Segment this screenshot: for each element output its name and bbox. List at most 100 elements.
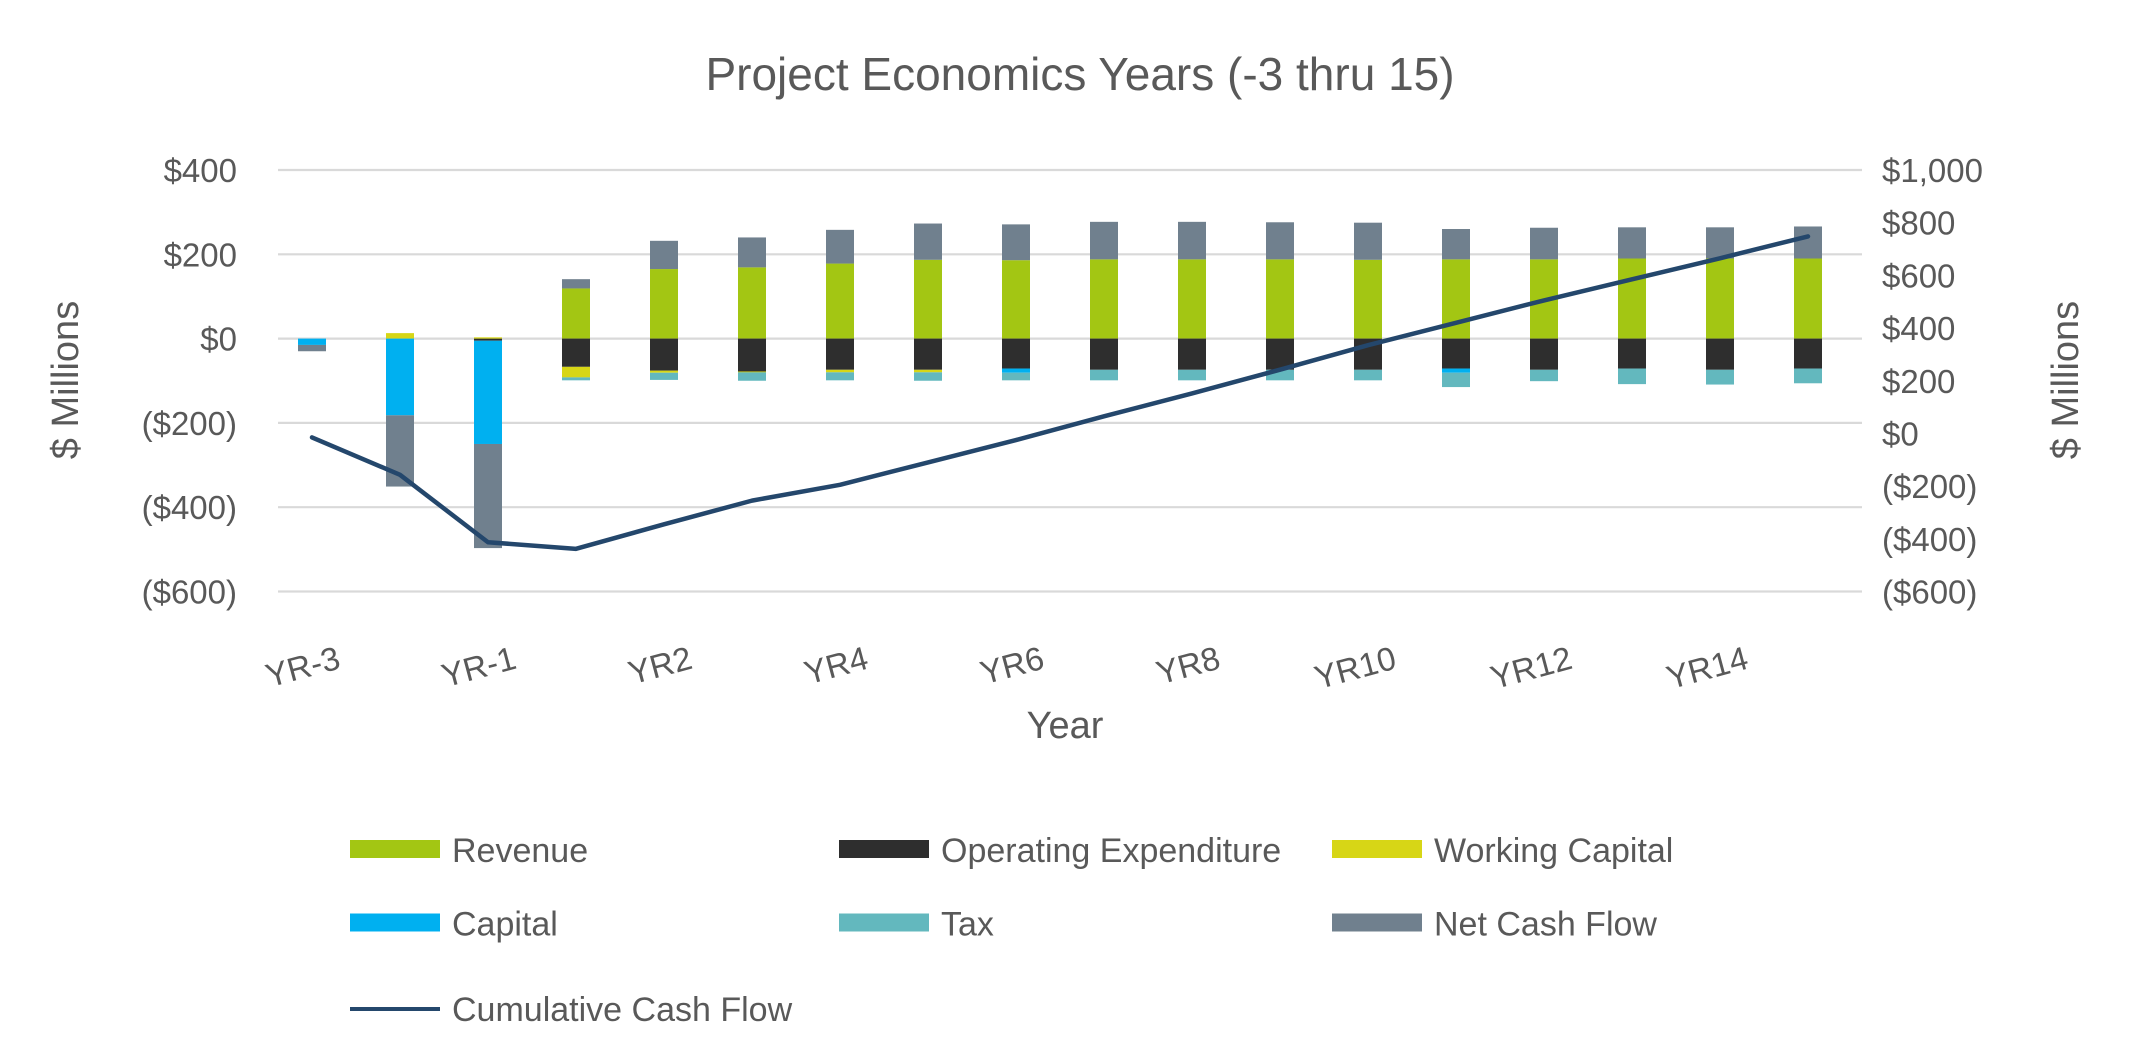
bar-segment-operating-expenditure — [650, 338, 678, 371]
bar-segment-net-cash-flow — [562, 279, 590, 289]
left-axis-tick-label: ($600) — [142, 574, 237, 611]
bar-segment-working-capital — [738, 371, 766, 373]
bar-segment-tax — [914, 372, 942, 381]
bar-segment-revenue — [1794, 258, 1822, 339]
bar-segment-operating-expenditure — [1706, 338, 1734, 370]
x-axis-tick-label: YR8 — [1152, 639, 1224, 691]
bar-segment-tax — [1794, 368, 1822, 384]
left-axis-title: $ Millions — [45, 301, 87, 459]
legend-swatch-working-capital — [1332, 840, 1422, 858]
right-axis-tick-label: $800 — [1882, 205, 1955, 242]
right-axis-tick-label: $600 — [1882, 257, 1955, 294]
x-axis-tick-label: YR4 — [800, 639, 872, 691]
bar-segment-revenue — [826, 263, 854, 339]
legend-swatch-tax — [839, 913, 929, 932]
right-axis-tick-label: $1,000 — [1882, 152, 1983, 189]
bar-segment-working-capital — [386, 333, 414, 339]
legend-label-revenue: Revenue — [452, 832, 588, 870]
bar-segment-revenue — [914, 259, 942, 339]
legend-label-capital: Capital — [452, 906, 558, 944]
bar-segment-working-capital — [914, 369, 942, 373]
chart-title: Project Economics Years (-3 thru 15) — [705, 48, 1454, 100]
left-axis-tick-label: $400 — [164, 152, 237, 189]
x-axis-tick-label: YR-3 — [262, 639, 344, 694]
bar-segment-net-cash-flow — [914, 223, 942, 260]
x-axis-tick-label: YR10 — [1310, 639, 1399, 696]
legend-label-tax: Tax — [941, 906, 994, 944]
bar-segment-operating-expenditure — [826, 338, 854, 370]
left-axis-tick-label: $200 — [164, 236, 237, 273]
bar-segment-revenue — [562, 288, 590, 339]
bar-segment-net-cash-flow — [1354, 222, 1382, 260]
bar-segment-operating-expenditure — [914, 338, 942, 370]
bar-segment-operating-expenditure — [1530, 338, 1558, 370]
bar-segment-revenue — [738, 267, 766, 339]
bar-segment-capital — [1002, 368, 1030, 373]
right-axis-tick-label: ($200) — [1882, 468, 1977, 505]
bar-segment-revenue — [1618, 258, 1646, 339]
bar-segment-tax — [1618, 368, 1646, 385]
bar-segment-revenue — [1354, 259, 1382, 339]
x-axis-tick-label: YR14 — [1662, 639, 1751, 696]
right-axis-tick-label: $0 — [1882, 415, 1919, 452]
legend-swatch-operating-expenditure — [839, 840, 929, 858]
bar-segment-operating-expenditure — [1090, 338, 1118, 370]
bar-segment-capital — [386, 338, 414, 416]
bar-segment-net-cash-flow — [1178, 221, 1206, 260]
bar-segment-operating-expenditure — [1266, 338, 1294, 370]
bar-segment-net-cash-flow — [826, 229, 854, 264]
bar-segment-working-capital — [650, 370, 678, 373]
bar-segment-tax — [1530, 369, 1558, 382]
bar-segment-operating-expenditure — [738, 338, 766, 372]
left-axis-tick-label: $0 — [200, 321, 237, 358]
bar-segment-tax — [1178, 369, 1206, 381]
x-axis-tick-label: YR2 — [624, 639, 696, 691]
cumulative-cash-flow-line — [309, 234, 1811, 552]
bar-segment-working-capital — [474, 337, 502, 339]
bar-segment-operating-expenditure — [1442, 338, 1470, 369]
bar-segment-net-cash-flow — [1002, 224, 1030, 261]
bar-segment-operating-expenditure — [474, 338, 502, 341]
bar-segment-tax — [1266, 369, 1294, 381]
legend-swatch-net-cash-flow — [1332, 913, 1422, 932]
right-axis-tick-label: ($400) — [1882, 521, 1977, 558]
bar-segment-revenue — [1178, 259, 1206, 339]
left-axis-tick-label: ($400) — [142, 489, 237, 526]
bar-segment-revenue — [1090, 259, 1118, 339]
left-axis-tick-label: ($200) — [142, 405, 237, 442]
bar-segment-net-cash-flow — [1706, 227, 1734, 259]
bar-segment-revenue — [650, 269, 678, 339]
bar-segment-tax — [738, 372, 766, 381]
bar-segment-net-cash-flow — [298, 344, 326, 352]
x-axis-tick-label: YR-1 — [438, 639, 520, 694]
right-axis-tick-label: $400 — [1882, 310, 1955, 347]
bar-segment-net-cash-flow — [1442, 229, 1470, 260]
right-axis-tick-label: ($600) — [1882, 574, 1977, 611]
bar-segment-net-cash-flow — [1090, 221, 1118, 260]
legend-label-working-capital: Working Capital — [1434, 832, 1673, 870]
bar-segment-tax — [1090, 369, 1118, 381]
legend-label-operating-expenditure: Operating Expenditure — [941, 832, 1281, 870]
bar-segment-tax — [1442, 372, 1470, 388]
bar-segment-working-capital — [562, 366, 590, 378]
bar-segment-tax — [1002, 372, 1030, 381]
legend-swatch-capital — [350, 913, 440, 932]
bar-segment-net-cash-flow — [1530, 227, 1558, 260]
bar-segment-net-cash-flow — [474, 443, 502, 549]
bar-segment-net-cash-flow — [738, 237, 766, 268]
bar-segment-operating-expenditure — [1618, 338, 1646, 369]
bar-segment-net-cash-flow — [1618, 227, 1646, 259]
bar-segment-operating-expenditure — [562, 338, 590, 367]
bar-segment-operating-expenditure — [1794, 338, 1822, 369]
right-axis-tick-label: $200 — [1882, 363, 1955, 400]
right-axis-title: $ Millions — [2045, 301, 2087, 459]
bar-segment-capital — [1442, 368, 1470, 373]
bar-segment-net-cash-flow — [650, 240, 678, 270]
bar-segment-tax — [1706, 369, 1734, 385]
legend-swatch-revenue — [350, 840, 440, 858]
bar-segment-tax — [826, 372, 854, 381]
x-axis-tick-label: YR12 — [1486, 639, 1575, 696]
bar-segment-operating-expenditure — [1178, 338, 1206, 370]
bar-segment-net-cash-flow — [1266, 222, 1294, 260]
bar-segment-tax — [562, 377, 590, 381]
